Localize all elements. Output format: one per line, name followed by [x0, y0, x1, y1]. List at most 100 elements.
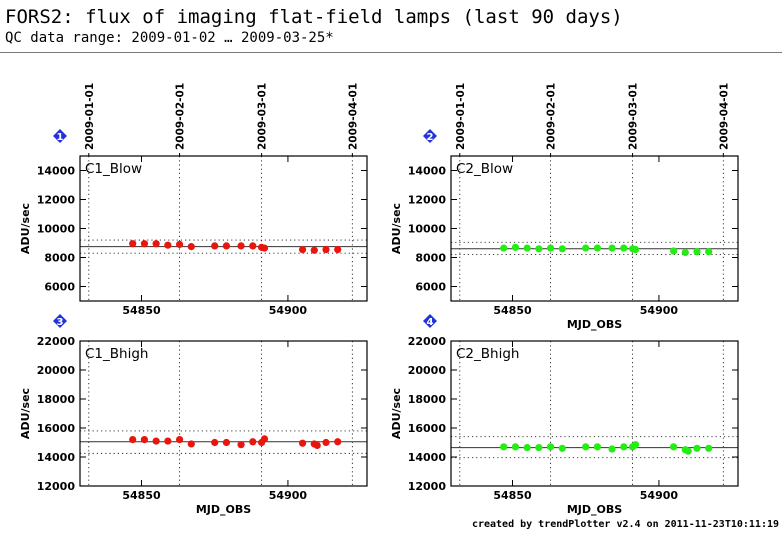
x-tick-label: 54900 [269, 304, 308, 317]
plot-frame [450, 340, 739, 487]
y-tick-label: 18000 [37, 393, 76, 406]
data-point [313, 441, 321, 449]
x-tick-label: 54900 [640, 489, 679, 502]
plot-frame [79, 340, 368, 487]
data-point [500, 443, 508, 451]
y-tick-label: 20000 [408, 364, 447, 377]
data-point [298, 245, 307, 254]
page-subtitle: QC data range: 2009-01-02 … 2009-03-25* [5, 30, 334, 46]
chart-panel-3: 12000 14000 16000 18000 20000 22000 54850 54900… [19, 314, 368, 516]
data-point [249, 242, 257, 250]
top-date-label: 2009-02-01 [175, 83, 187, 150]
data-point [298, 439, 307, 447]
panel-badge-number: 4 [427, 317, 434, 328]
data-point [175, 436, 184, 444]
data-point [222, 438, 231, 447]
x-tick-label: 54850 [493, 304, 532, 317]
data-point [523, 244, 531, 252]
plot-frame [450, 155, 739, 302]
y-tick-label: 8000 [44, 252, 75, 265]
data-point [582, 244, 590, 252]
x-axis-label: MJD_OBS [567, 503, 622, 516]
y-tick-label: 22000 [37, 335, 76, 348]
data-point [310, 246, 318, 254]
x-tick-label: 54850 [493, 489, 532, 502]
data-point [129, 240, 137, 248]
top-date-label: 2009-04-01 [718, 83, 730, 150]
y-axis-label: ADU/sec [19, 203, 32, 254]
chart-panel-2: 2009-01-01 2009-02-01 2009-03-01 2009-04-01… [390, 83, 739, 331]
x-tick-label: 54850 [122, 304, 161, 317]
data-point [164, 241, 172, 249]
panel-badge [53, 314, 67, 328]
panel-badge-number: 2 [427, 132, 434, 143]
data-point [681, 248, 689, 257]
panel-badge [423, 129, 437, 143]
y-tick-label: 8000 [415, 252, 446, 265]
data-point [693, 444, 701, 452]
data-point [140, 436, 149, 444]
data-point [535, 443, 543, 452]
x-tick-label: 54900 [640, 304, 679, 317]
title-divider [0, 52, 782, 53]
data-point [705, 444, 713, 452]
data-point [129, 436, 137, 444]
data-point [546, 443, 555, 451]
data-point [211, 242, 219, 250]
y-tick-label: 12000 [408, 194, 447, 207]
top-date-label: 2009-01-01 [84, 83, 96, 150]
top-date-label: 2009-04-01 [347, 83, 359, 150]
y-tick-label: 6000 [415, 281, 446, 294]
data-point [260, 244, 269, 252]
y-tick-label: 18000 [408, 393, 447, 406]
y-tick-label: 12000 [408, 480, 447, 493]
y-tick-label: 12000 [37, 194, 76, 207]
panel-badge [53, 129, 67, 143]
x-axis-label: MJD_OBS [196, 503, 251, 516]
top-date-label: 2009-03-01 [257, 83, 269, 150]
y-tick-label: 10000 [408, 223, 447, 236]
footer-credit: created by trendPlotter v2.4 on 2011-11-… [471, 519, 779, 530]
data-point [523, 443, 531, 452]
data-point [593, 244, 602, 252]
panel-label: C1_Bhigh [85, 346, 148, 362]
data-point [608, 445, 616, 453]
data-point [334, 438, 342, 446]
data-point [152, 240, 160, 248]
data-point [546, 244, 555, 252]
data-point [237, 242, 245, 250]
data-point [631, 441, 640, 449]
x-axis-label: MJD_OBS [567, 318, 622, 331]
data-point [608, 244, 616, 252]
data-point [620, 244, 628, 252]
y-tick-label: 16000 [37, 422, 76, 435]
page-title: FORS2: flux of imaging flat-field lamps … [5, 6, 623, 28]
data-point [535, 245, 543, 253]
data-point [631, 245, 640, 254]
data-point [260, 435, 269, 443]
y-axis-label: ADU/sec [19, 388, 32, 439]
data-point [511, 443, 520, 451]
data-point [705, 248, 713, 256]
y-tick-label: 12000 [37, 480, 76, 493]
y-tick-label: 22000 [408, 335, 447, 348]
x-tick-label: 54900 [269, 489, 308, 502]
y-tick-label: 14000 [408, 451, 447, 464]
data-point [334, 245, 342, 254]
data-point [620, 443, 628, 451]
top-date-label: 2009-03-01 [628, 83, 640, 150]
y-tick-label: 14000 [37, 165, 76, 178]
panel-label: C1_Blow [85, 161, 142, 177]
panel-label: C2_Bhigh [456, 346, 519, 362]
y-tick-label: 10000 [37, 223, 76, 236]
data-point [693, 248, 701, 256]
data-point [175, 240, 184, 249]
y-axis-label: ADU/sec [390, 203, 403, 254]
x-tick-label: 54850 [122, 489, 161, 502]
data-point [152, 437, 160, 445]
data-point [669, 247, 678, 255]
chart-panel-1: 2009-01-01 2009-02-01 2009-03-01 2009-04-01… [19, 83, 368, 317]
data-point [500, 244, 508, 252]
panel-badge [423, 314, 437, 328]
